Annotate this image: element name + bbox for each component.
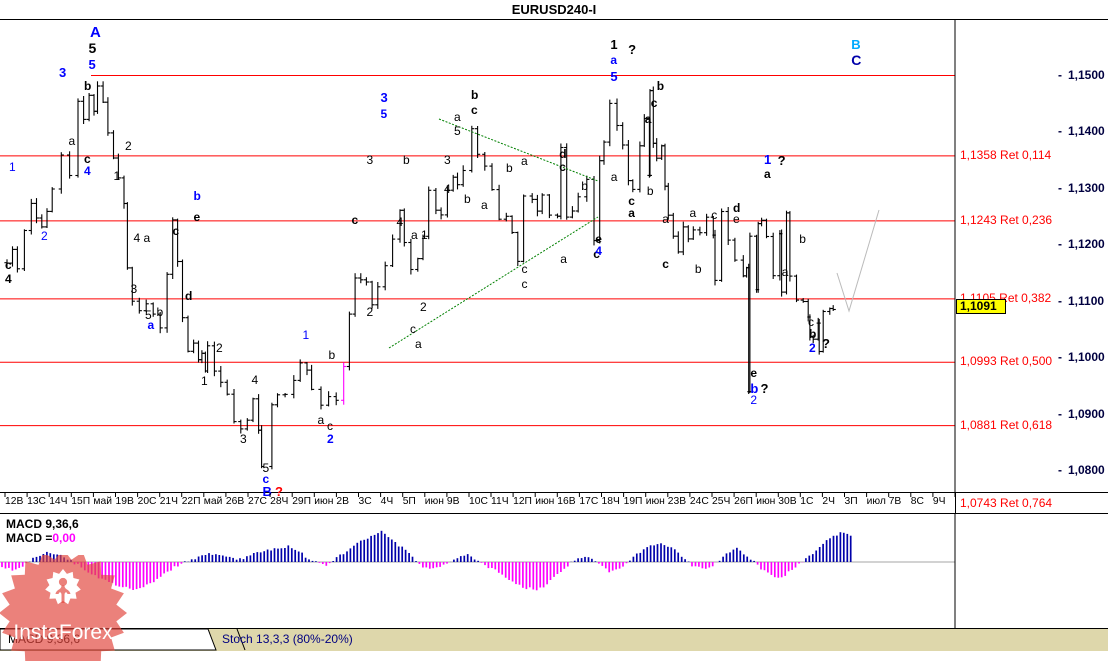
svg-text:InstaForex: InstaForex <box>13 621 113 644</box>
